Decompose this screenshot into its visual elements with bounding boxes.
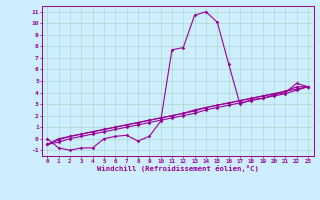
X-axis label: Windchill (Refroidissement éolien,°C): Windchill (Refroidissement éolien,°C) [97,165,259,172]
